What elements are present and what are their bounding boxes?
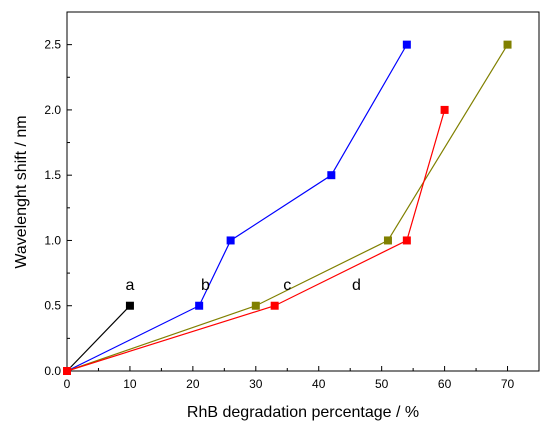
data-point xyxy=(195,301,204,310)
series-annotation: d xyxy=(352,277,361,294)
y-tick-label: 2.0 xyxy=(44,103,61,117)
plot-frame xyxy=(66,11,540,372)
series-line xyxy=(66,44,408,372)
y-tick-label: 2.5 xyxy=(44,38,61,52)
series-b xyxy=(63,40,411,375)
y-tick-label: 0.5 xyxy=(44,299,61,313)
y-tick-label: 0.0 xyxy=(44,364,61,378)
y-axis-title: Wavelenght shift / nm xyxy=(13,115,30,268)
data-point xyxy=(327,171,336,180)
series-line xyxy=(66,109,446,372)
data-point xyxy=(125,301,134,310)
series-group xyxy=(63,40,512,375)
data-point xyxy=(251,301,260,310)
series-line xyxy=(66,305,131,372)
series-line xyxy=(66,44,509,372)
data-point xyxy=(503,40,512,49)
series-c xyxy=(63,40,512,375)
x-tick-label: 40 xyxy=(312,377,326,391)
annotations-group: a b c d xyxy=(125,277,360,294)
x-tick-label: 60 xyxy=(438,377,452,391)
x-tick-label: 10 xyxy=(123,377,137,391)
data-point xyxy=(270,301,279,310)
axis-ticks: 0 10 20 30 40 50 60 70 0.0 0.5 1.0 1.5 2.0 2.5 xyxy=(44,11,515,391)
data-point xyxy=(63,367,71,375)
x-tick-label: 30 xyxy=(249,377,263,391)
series-annotation: c xyxy=(283,277,291,294)
data-point xyxy=(402,236,411,245)
series-d xyxy=(63,105,449,375)
x-tick-label: 50 xyxy=(375,377,389,391)
series-a xyxy=(63,301,134,375)
y-tick-label: 1.5 xyxy=(44,168,61,182)
series-annotation: b xyxy=(201,277,210,294)
data-point xyxy=(402,40,411,49)
x-tick-label: 20 xyxy=(186,377,200,391)
x-tick-label: 0 xyxy=(64,377,71,391)
x-tick-label: 70 xyxy=(501,377,515,391)
x-axis-title: RhB degradation percentage / % xyxy=(187,404,419,421)
data-point xyxy=(383,236,392,245)
data-point xyxy=(226,236,235,245)
y-tick-label: 1.0 xyxy=(44,233,61,247)
series-annotation: a xyxy=(125,277,134,294)
data-point xyxy=(440,105,449,114)
